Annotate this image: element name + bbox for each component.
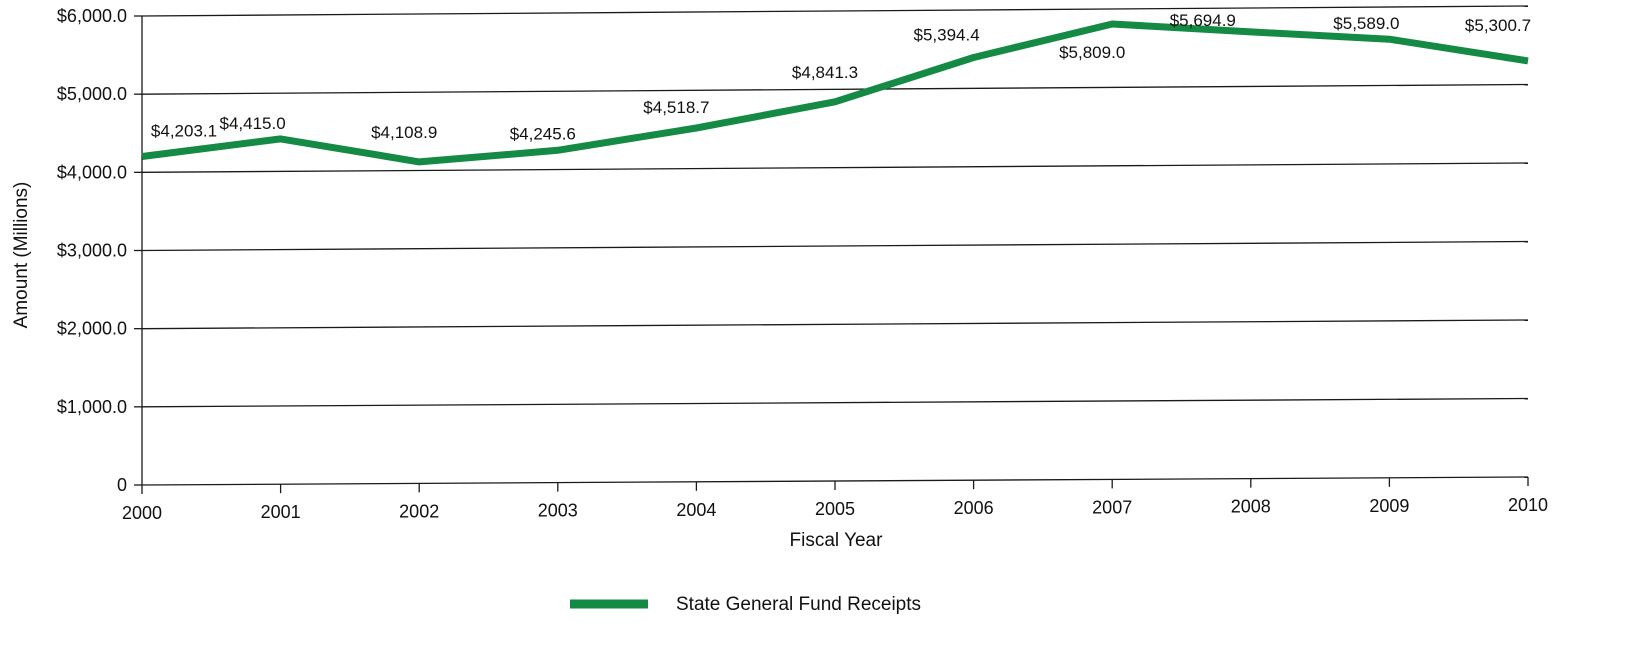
gridline-1000	[141, 397, 1529, 408]
data-label-2007: $5,809.0	[1059, 43, 1125, 62]
gridline-4000	[141, 162, 1529, 173]
y-tick-label-2000: $2,000.0	[57, 319, 127, 339]
x-tick-label-2008: 2008	[1231, 497, 1271, 517]
gridlines	[134, 5, 1529, 486]
data-label-2010: $5,300.7	[1465, 16, 1531, 35]
x-tick-label-2004: 2004	[676, 500, 716, 520]
x-tick-label-2009: 2009	[1369, 496, 1409, 516]
y-tick-labels: 0 $1,000.0 $2,000.0 $3,000.0 $4,000.0 $5,000.…	[57, 6, 127, 495]
x-tick-label-2005: 2005	[815, 499, 855, 519]
gridline-5000	[141, 83, 1529, 95]
y-tick-label-4000: $4,000.0	[57, 162, 127, 182]
y-tick-label-5000: $5,000.0	[57, 84, 127, 104]
legend-label-state-general-fund-receipts: State General Fund Receipts	[676, 594, 921, 615]
data-label-2000: $4,203.1	[151, 121, 217, 140]
y-tick-label-0: 0	[117, 475, 127, 495]
data-label-2002: $4,108.9	[371, 123, 437, 142]
series-lines	[141, 20, 1529, 166]
legend: State General Fund Receipts	[570, 594, 921, 615]
y-tick-label-6000: $6,000.0	[57, 6, 127, 26]
x-tick-label-2006: 2006	[954, 498, 994, 518]
x-tick-label-2001: 2001	[261, 502, 301, 522]
x-tick-label-2007: 2007	[1092, 497, 1132, 517]
data-labels: $4,203.1 $4,415.0 $4,108.9 $4,245.6 $4,518.7…	[151, 11, 1531, 143]
axes	[141, 16, 1529, 494]
x-tick-label-2003: 2003	[538, 501, 578, 521]
data-label-2005: $4,841.3	[792, 63, 858, 82]
data-label-2004: $4,518.7	[643, 98, 709, 117]
gridline-3000	[141, 240, 1529, 252]
x-tick-labels: 2000 2001 2002 2003 2004 2005 2006 2007 2008 2009…	[122, 495, 1548, 523]
x-axis-title: Fiscal Year	[790, 530, 884, 551]
x-tick-label-2000: 2000	[122, 503, 162, 523]
data-label-2001: $4,415.0	[220, 114, 286, 133]
x-tick-label-2010: 2010	[1508, 495, 1548, 515]
y-tick-label-1000: $1,000.0	[57, 397, 127, 417]
gridline-2000	[141, 319, 1529, 330]
y-axis-title: Amount (Millions)	[11, 182, 32, 329]
data-label-2006: $5,394.4	[914, 25, 980, 44]
data-label-2003: $4,245.6	[510, 124, 576, 143]
data-label-2008: $5,694.9	[1170, 11, 1236, 30]
gridline-6000	[141, 5, 1529, 17]
y-tick-label-3000: $3,000.0	[57, 241, 127, 261]
x-tick-label-2002: 2002	[399, 501, 439, 521]
series-line-state-general-fund-receipts	[141, 20, 1529, 166]
data-label-2009: $5,589.0	[1333, 14, 1399, 33]
